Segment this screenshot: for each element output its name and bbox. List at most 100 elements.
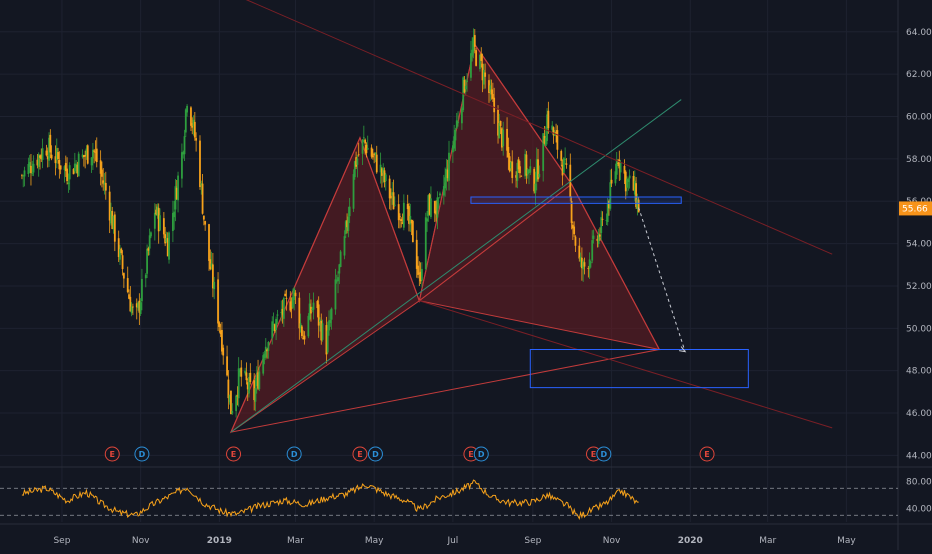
dividend-badge[interactable]: D — [473, 446, 489, 462]
projection-arrow-head[interactable] — [679, 346, 687, 353]
candle-body — [50, 154, 53, 159]
candle-body — [148, 235, 151, 249]
price-tick-label: 58.00 — [906, 155, 932, 165]
candle-body — [201, 183, 204, 214]
candle-body — [399, 216, 401, 218]
candle-body — [417, 265, 419, 275]
candle-body — [84, 154, 87, 157]
candle-body — [551, 125, 554, 130]
candle-body — [457, 121, 459, 124]
candle-body — [112, 215, 115, 229]
projection-arrow[interactable] — [638, 207, 686, 352]
oscillator-tick-label: 40.00 — [906, 505, 932, 515]
candle-body — [560, 151, 563, 161]
candle-body — [48, 137, 50, 161]
earnings-badge[interactable]: E — [699, 446, 715, 462]
candle-body — [524, 153, 527, 177]
candle-body — [570, 200, 573, 223]
candle-body — [108, 191, 111, 221]
candle-body — [453, 136, 456, 149]
candle-body — [166, 238, 169, 257]
candle-body — [244, 370, 247, 374]
candle-body — [516, 162, 519, 181]
earnings-badge[interactable]: E — [226, 446, 242, 462]
candle-body — [588, 259, 591, 269]
channel-upper-line[interactable] — [125, 0, 833, 255]
candle-body — [193, 121, 196, 138]
harmonic-pattern[interactable] — [229, 43, 661, 434]
candle-body — [177, 175, 179, 201]
candle-body — [426, 218, 428, 222]
candle-body — [544, 137, 547, 147]
candle-body — [326, 330, 329, 353]
candle-body — [555, 131, 557, 134]
candle-body — [605, 220, 608, 221]
candle-body — [338, 264, 341, 274]
dividend-badge[interactable]: D — [367, 446, 383, 462]
candle-body — [428, 194, 431, 215]
candle-body — [415, 239, 418, 269]
time-axis[interactable]: Sep Nov 2019 Mar May Jul Sep Nov 2020 Mar May — [53, 536, 856, 546]
candle-body — [307, 315, 310, 337]
candle-body — [183, 136, 186, 155]
candle-body — [610, 179, 613, 184]
candle-body — [347, 216, 350, 231]
candle-body — [464, 85, 467, 90]
candle-body — [579, 257, 582, 262]
candle-body — [463, 79, 466, 93]
event-badge-circle — [226, 446, 242, 462]
price-axis[interactable]: 64.0062.0060.0058.0056.0054.0052.0050.00… — [899, 28, 932, 515]
dividend-badge[interactable]: D — [286, 446, 302, 462]
resistance-zone-box[interactable] — [470, 196, 682, 204]
candle-body — [237, 368, 240, 399]
candle-body — [202, 215, 205, 220]
candle-body — [293, 288, 296, 300]
candle-body — [218, 322, 221, 327]
event-badge-label: E — [591, 450, 596, 459]
candle-body — [99, 160, 102, 174]
candle-body — [31, 172, 34, 174]
last-price-label[interactable]: 55.66 — [902, 204, 928, 214]
candle-body — [64, 163, 67, 172]
price-tick-label: 48.00 — [906, 367, 932, 377]
target-zone-box[interactable] — [529, 349, 749, 389]
candle-body — [258, 371, 261, 390]
drawings[interactable] — [125, 0, 833, 433]
candle-body — [520, 175, 523, 177]
dividend-badge[interactable]: D — [596, 446, 612, 462]
channel-lower-line[interactable] — [419, 300, 833, 429]
event-badge-circle — [367, 446, 383, 462]
candle-body — [371, 155, 374, 158]
candle-body — [382, 168, 385, 174]
candle-body — [334, 279, 337, 310]
candle-body — [195, 138, 198, 141]
candle-body — [614, 171, 617, 184]
candle-body — [182, 152, 185, 155]
candle-body — [448, 152, 450, 181]
pattern-base-line[interactable] — [230, 349, 660, 433]
candle-body — [168, 232, 170, 260]
earnings-badge[interactable]: E — [352, 446, 368, 462]
dividend-badge[interactable]: D — [134, 446, 150, 462]
event-badge-label: D — [478, 450, 485, 459]
trend-line[interactable] — [230, 99, 682, 433]
candle-body — [400, 219, 403, 222]
candle-body — [208, 224, 210, 261]
candle-body — [95, 148, 98, 163]
candle-body — [317, 304, 320, 326]
last-price-badge[interactable] — [899, 201, 932, 216]
candle-body — [470, 53, 472, 78]
event-badge-circle — [596, 446, 612, 462]
candle-body — [329, 319, 332, 324]
candle-body — [204, 221, 207, 225]
price-tick-label: 50.00 — [906, 324, 932, 334]
event-badge-circle — [699, 446, 715, 462]
earnings-badge[interactable]: E — [104, 446, 120, 462]
candle-body — [635, 183, 637, 208]
candle-body — [517, 159, 520, 170]
candle-body — [330, 308, 333, 320]
time-tick-label: 2019 — [207, 536, 232, 546]
